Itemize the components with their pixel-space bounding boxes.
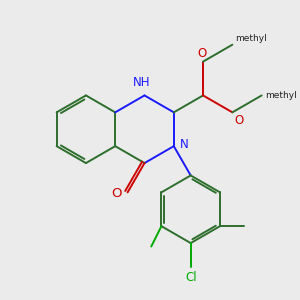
Text: N: N [180, 138, 189, 151]
Text: methyl: methyl [265, 91, 296, 100]
Text: O: O [111, 188, 122, 200]
Text: O: O [234, 114, 243, 127]
Text: O: O [197, 47, 206, 60]
Text: NH: NH [133, 76, 150, 89]
Text: Cl: Cl [185, 272, 197, 284]
Text: methyl: methyl [236, 34, 267, 43]
